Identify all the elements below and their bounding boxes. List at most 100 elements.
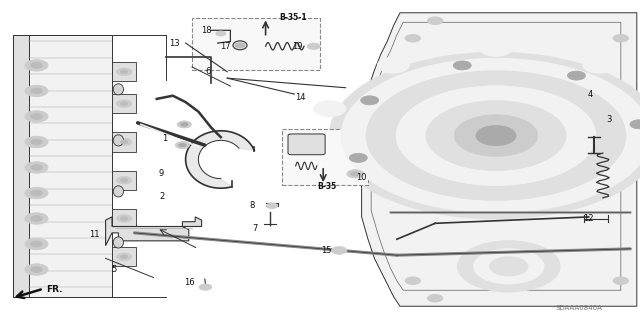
Circle shape	[25, 238, 48, 250]
Circle shape	[116, 253, 132, 261]
Circle shape	[25, 136, 48, 148]
Circle shape	[25, 111, 48, 122]
Circle shape	[25, 187, 48, 199]
Text: B-35: B-35	[317, 182, 336, 191]
Circle shape	[116, 100, 132, 108]
Circle shape	[116, 176, 132, 184]
Circle shape	[613, 277, 628, 285]
Circle shape	[453, 61, 471, 70]
Text: 3: 3	[607, 115, 612, 124]
Text: 12: 12	[584, 214, 594, 223]
Circle shape	[116, 138, 132, 146]
Text: 5: 5	[111, 265, 116, 274]
Circle shape	[314, 101, 346, 117]
Ellipse shape	[113, 186, 124, 197]
Circle shape	[396, 86, 596, 185]
Circle shape	[25, 85, 48, 97]
Circle shape	[175, 142, 189, 149]
Bar	[112, 171, 136, 190]
Circle shape	[120, 102, 128, 106]
Ellipse shape	[113, 135, 124, 146]
Text: 15: 15	[321, 246, 332, 255]
Circle shape	[31, 267, 42, 272]
Circle shape	[31, 63, 42, 68]
Circle shape	[332, 247, 347, 254]
Circle shape	[120, 140, 128, 144]
Text: 2: 2	[159, 192, 164, 201]
Text: SDAAA0840A: SDAAA0840A	[556, 305, 603, 311]
Text: 9: 9	[159, 169, 164, 178]
Text: 10: 10	[356, 173, 367, 182]
Circle shape	[582, 57, 614, 73]
Circle shape	[630, 120, 640, 129]
Circle shape	[613, 34, 628, 42]
Circle shape	[351, 172, 360, 176]
Polygon shape	[106, 217, 202, 246]
Circle shape	[31, 190, 42, 196]
Circle shape	[307, 43, 320, 49]
Text: FR.: FR.	[46, 285, 63, 294]
Ellipse shape	[113, 237, 124, 248]
Circle shape	[116, 215, 132, 222]
Text: 14: 14	[296, 93, 306, 102]
Polygon shape	[186, 131, 254, 188]
Circle shape	[116, 68, 132, 76]
Circle shape	[31, 165, 42, 170]
Text: 16: 16	[184, 278, 195, 287]
Text: 18: 18	[202, 26, 212, 35]
FancyBboxPatch shape	[282, 129, 368, 185]
Bar	[13, 35, 112, 297]
Text: 6: 6	[205, 67, 211, 76]
Circle shape	[180, 122, 188, 126]
Circle shape	[361, 96, 379, 105]
Circle shape	[366, 71, 626, 200]
Circle shape	[347, 170, 364, 178]
Circle shape	[25, 213, 48, 224]
Circle shape	[349, 153, 367, 162]
Circle shape	[25, 60, 48, 71]
Bar	[112, 62, 136, 81]
Circle shape	[330, 53, 640, 219]
Circle shape	[25, 264, 48, 275]
Circle shape	[31, 88, 42, 94]
Circle shape	[31, 139, 42, 145]
Polygon shape	[362, 13, 637, 306]
Circle shape	[31, 241, 42, 247]
Circle shape	[428, 17, 443, 25]
Bar	[112, 94, 136, 113]
Circle shape	[454, 115, 538, 156]
FancyBboxPatch shape	[192, 18, 320, 70]
Ellipse shape	[233, 41, 247, 50]
Text: 1: 1	[163, 134, 168, 143]
Text: B-35-1: B-35-1	[279, 13, 307, 22]
Text: 17: 17	[220, 42, 230, 51]
Bar	[112, 247, 136, 266]
Circle shape	[341, 58, 640, 213]
Circle shape	[426, 101, 566, 170]
Circle shape	[235, 43, 245, 48]
Text: 4: 4	[588, 90, 593, 99]
Circle shape	[179, 143, 186, 147]
Bar	[112, 209, 136, 228]
Circle shape	[458, 241, 560, 292]
Text: 11: 11	[90, 230, 100, 239]
Circle shape	[378, 57, 410, 73]
Text: 13: 13	[169, 39, 179, 48]
Text: 19: 19	[292, 42, 302, 51]
Bar	[13, 35, 29, 297]
Circle shape	[480, 41, 512, 56]
Circle shape	[405, 34, 420, 42]
Circle shape	[31, 114, 42, 119]
FancyBboxPatch shape	[288, 134, 325, 155]
Circle shape	[120, 217, 128, 220]
Circle shape	[568, 71, 586, 80]
Circle shape	[474, 249, 544, 284]
Ellipse shape	[113, 84, 124, 95]
Circle shape	[476, 126, 516, 145]
Circle shape	[428, 294, 443, 302]
Circle shape	[120, 70, 128, 74]
Text: 7: 7	[252, 224, 257, 233]
Circle shape	[490, 257, 528, 276]
Circle shape	[120, 255, 128, 259]
Circle shape	[25, 162, 48, 173]
